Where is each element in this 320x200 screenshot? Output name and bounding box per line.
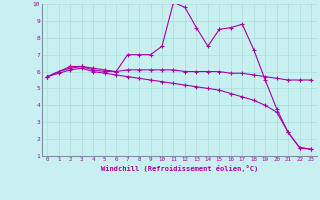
X-axis label: Windchill (Refroidissement éolien,°C): Windchill (Refroidissement éolien,°C) [100,165,258,172]
